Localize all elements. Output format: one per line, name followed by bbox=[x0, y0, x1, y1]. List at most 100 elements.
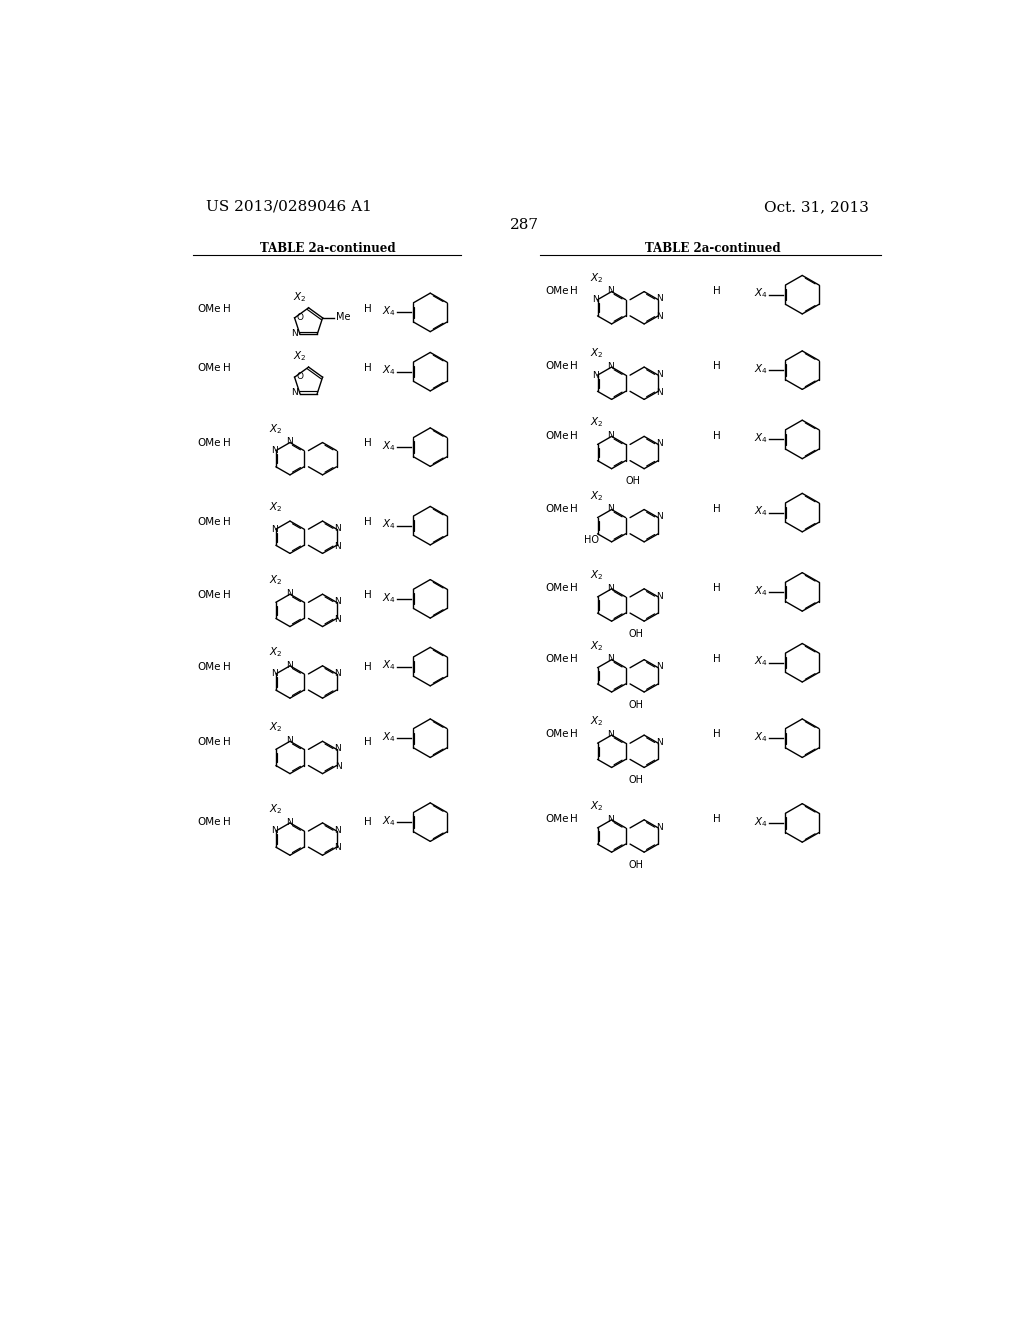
Text: Oct. 31, 2013: Oct. 31, 2013 bbox=[764, 199, 868, 214]
Text: 287: 287 bbox=[510, 218, 540, 231]
Text: N: N bbox=[334, 541, 341, 550]
Text: H: H bbox=[569, 430, 578, 441]
Text: N: N bbox=[334, 843, 341, 853]
Text: $X_2$: $X_2$ bbox=[268, 721, 282, 734]
Text: N: N bbox=[271, 669, 278, 678]
Text: N: N bbox=[655, 370, 663, 379]
Text: $X_2$: $X_2$ bbox=[293, 290, 306, 304]
Text: H: H bbox=[569, 286, 578, 296]
Text: H: H bbox=[222, 304, 230, 314]
Text: $X_4$: $X_4$ bbox=[754, 655, 767, 668]
Text: $X_2$: $X_2$ bbox=[590, 271, 603, 285]
Text: H: H bbox=[569, 504, 578, 513]
Text: H: H bbox=[365, 438, 372, 449]
Text: OMe: OMe bbox=[198, 737, 221, 747]
Text: H: H bbox=[713, 504, 721, 513]
Text: N: N bbox=[334, 744, 341, 754]
Text: TABLE 2a-continued: TABLE 2a-continued bbox=[645, 242, 781, 255]
Text: N: N bbox=[607, 814, 614, 824]
Text: N: N bbox=[607, 730, 614, 739]
Text: $X_4$: $X_4$ bbox=[382, 305, 395, 318]
Text: $X_2$: $X_2$ bbox=[590, 346, 603, 360]
Text: H: H bbox=[713, 430, 721, 441]
Text: N: N bbox=[334, 615, 341, 624]
Text: $X_4$: $X_4$ bbox=[754, 814, 767, 829]
Text: H: H bbox=[569, 583, 578, 593]
Text: H: H bbox=[222, 817, 230, 828]
Text: N: N bbox=[593, 371, 599, 380]
Text: OMe: OMe bbox=[198, 590, 221, 601]
Text: OMe: OMe bbox=[545, 504, 568, 513]
Text: $X_4$: $X_4$ bbox=[382, 440, 395, 453]
Text: H: H bbox=[365, 817, 372, 828]
Text: HO: HO bbox=[584, 535, 599, 545]
Text: N: N bbox=[286, 660, 293, 669]
Text: H: H bbox=[365, 304, 372, 314]
Text: H: H bbox=[365, 737, 372, 747]
Text: N: N bbox=[655, 822, 663, 832]
Text: N: N bbox=[655, 388, 663, 396]
Text: $X_2$: $X_2$ bbox=[268, 803, 282, 816]
Text: N: N bbox=[655, 512, 663, 521]
Text: O: O bbox=[296, 372, 303, 381]
Text: OMe: OMe bbox=[198, 661, 221, 672]
Text: $X_4$: $X_4$ bbox=[754, 362, 767, 376]
Text: N: N bbox=[655, 591, 663, 601]
Text: N: N bbox=[655, 663, 663, 672]
Text: OMe: OMe bbox=[198, 517, 221, 527]
Text: N: N bbox=[286, 737, 293, 744]
Text: H: H bbox=[713, 583, 721, 593]
Text: OMe: OMe bbox=[198, 304, 221, 314]
Text: H: H bbox=[713, 653, 721, 664]
Text: OH: OH bbox=[626, 477, 640, 486]
Text: N: N bbox=[607, 432, 614, 440]
Text: N: N bbox=[593, 296, 599, 304]
Text: N: N bbox=[286, 437, 293, 446]
Text: N: N bbox=[271, 446, 278, 455]
Text: N: N bbox=[607, 583, 614, 593]
Text: H: H bbox=[365, 363, 372, 372]
Text: H: H bbox=[222, 590, 230, 601]
Text: $X_2$: $X_2$ bbox=[590, 714, 603, 729]
Text: $X_2$: $X_2$ bbox=[268, 645, 282, 659]
Text: N: N bbox=[334, 597, 341, 606]
Text: N: N bbox=[655, 294, 663, 304]
Text: $X_2$: $X_2$ bbox=[293, 350, 306, 363]
Text: $X_2$: $X_2$ bbox=[268, 500, 282, 515]
Text: O: O bbox=[296, 313, 303, 322]
Text: $X_2$: $X_2$ bbox=[268, 573, 282, 587]
Text: US 2013/0289046 A1: US 2013/0289046 A1 bbox=[206, 199, 372, 214]
Text: OH: OH bbox=[629, 700, 643, 710]
Text: OMe: OMe bbox=[545, 286, 568, 296]
Text: $X_2$: $X_2$ bbox=[590, 568, 603, 582]
Text: N: N bbox=[334, 826, 341, 834]
Text: OMe: OMe bbox=[198, 817, 221, 828]
Text: $X_2$: $X_2$ bbox=[268, 422, 282, 436]
Text: OMe: OMe bbox=[545, 730, 568, 739]
Text: $X_4$: $X_4$ bbox=[754, 730, 767, 744]
Text: OMe: OMe bbox=[545, 583, 568, 593]
Text: OMe: OMe bbox=[545, 653, 568, 664]
Text: H: H bbox=[713, 730, 721, 739]
Text: H: H bbox=[713, 286, 721, 296]
Text: N: N bbox=[286, 589, 293, 598]
Text: $X_4$: $X_4$ bbox=[382, 659, 395, 672]
Text: $X_4$: $X_4$ bbox=[382, 517, 395, 532]
Text: N: N bbox=[655, 440, 663, 449]
Text: N: N bbox=[607, 655, 614, 664]
Text: N: N bbox=[271, 524, 278, 533]
Text: N: N bbox=[607, 286, 614, 296]
Text: OMe: OMe bbox=[545, 814, 568, 824]
Text: H: H bbox=[569, 653, 578, 664]
Text: OMe: OMe bbox=[545, 430, 568, 441]
Text: OH: OH bbox=[629, 775, 643, 785]
Text: $X_2$: $X_2$ bbox=[590, 799, 603, 813]
Text: N: N bbox=[335, 762, 342, 771]
Text: $X_4$: $X_4$ bbox=[754, 286, 767, 301]
Text: N: N bbox=[292, 388, 298, 397]
Text: OH: OH bbox=[629, 628, 643, 639]
Text: $X_4$: $X_4$ bbox=[754, 583, 767, 598]
Text: H: H bbox=[365, 661, 372, 672]
Text: H: H bbox=[569, 730, 578, 739]
Text: OMe: OMe bbox=[198, 438, 221, 449]
